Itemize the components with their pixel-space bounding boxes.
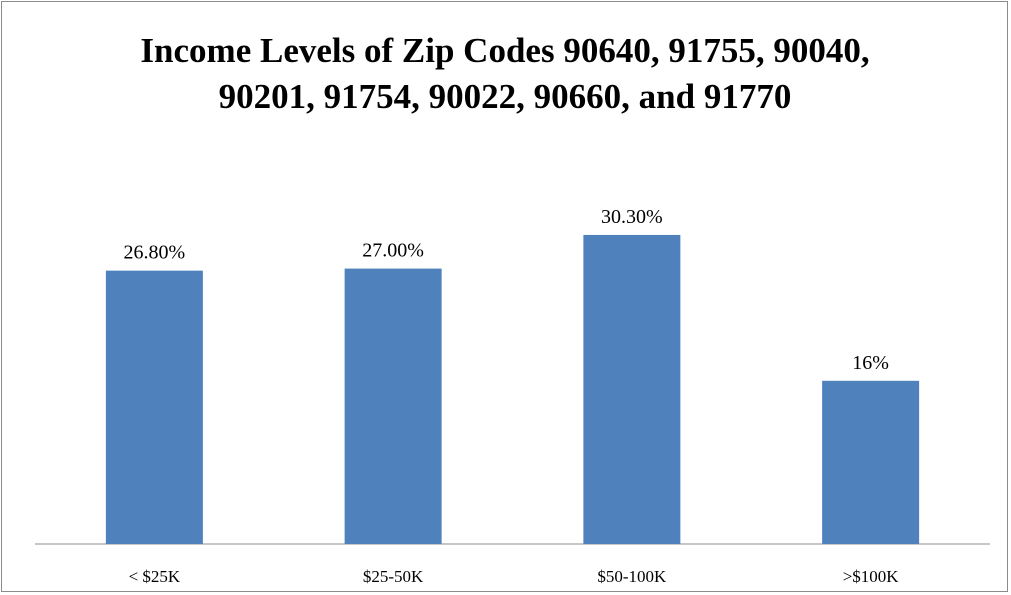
x-tick-label: >$100K bbox=[843, 567, 900, 586]
data-label: 27.00% bbox=[362, 240, 424, 262]
bar bbox=[344, 268, 442, 544]
x-tick-label: < $25K bbox=[129, 567, 181, 586]
x-tick-label: $25-50K bbox=[363, 567, 424, 586]
data-label: 26.80% bbox=[124, 242, 186, 264]
bar bbox=[583, 234, 681, 544]
chart-title: Income Levels of Zip Codes 90640, 91755,… bbox=[140, 31, 870, 116]
data-label: 16% bbox=[852, 352, 889, 374]
bar bbox=[822, 380, 920, 544]
x-tick-label: $50-100K bbox=[597, 567, 667, 586]
bar bbox=[105, 270, 203, 544]
data-label: 30.30% bbox=[601, 206, 663, 228]
